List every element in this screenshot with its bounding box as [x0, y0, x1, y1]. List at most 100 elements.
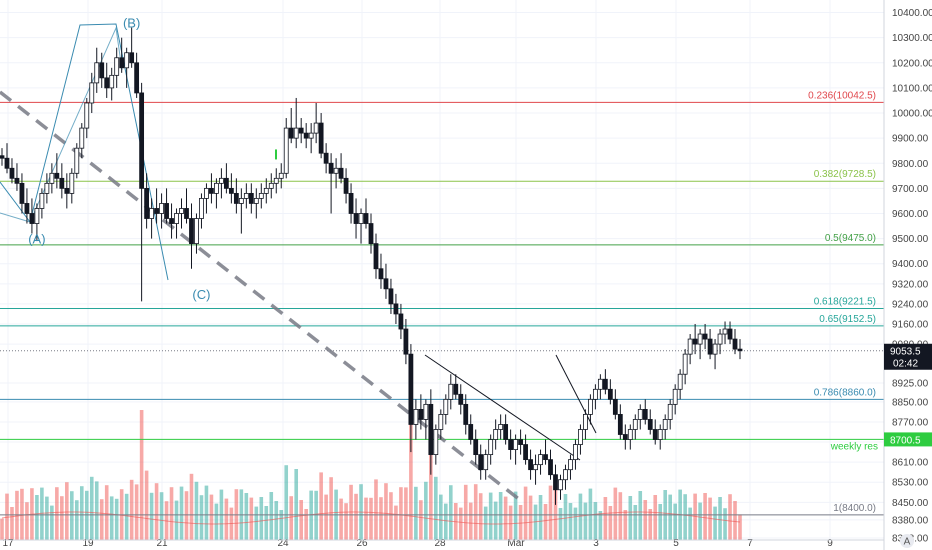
volume-bar: [79, 486, 84, 540]
candle-body: [194, 218, 199, 245]
volume-bar: [129, 479, 134, 540]
candle-body: [583, 414, 588, 430]
candle-body: [19, 182, 25, 204]
candle-body: [453, 383, 459, 395]
candle-body: [124, 52, 130, 69]
candle-body: [488, 439, 494, 456]
candle-body: [578, 429, 583, 445]
candle-body: [622, 434, 628, 440]
candle-body: [568, 459, 573, 471]
volume-bar: [513, 491, 518, 540]
candle-body: [129, 52, 135, 64]
fib-label: 0.786(8860.0): [814, 387, 876, 398]
candle-body: [548, 459, 553, 476]
candle-body: [657, 429, 663, 440]
candle-body: [233, 192, 239, 204]
candle-body: [473, 439, 479, 456]
volume-bar: [114, 498, 119, 540]
y-tick-label: 8770.00: [892, 417, 929, 428]
candle-body: [283, 127, 289, 174]
candle-body: [59, 177, 65, 189]
volume-bar: [199, 495, 204, 540]
candle-body: [637, 408, 643, 420]
volume-bar: [70, 491, 74, 540]
volume-bar: [184, 491, 189, 540]
x-tick-label: 9: [827, 538, 833, 549]
volume-bar: [429, 451, 433, 540]
candle-body: [24, 203, 30, 214]
volume-bar: [409, 418, 413, 540]
candle-body: [732, 338, 738, 350]
volume-bar: [84, 490, 89, 540]
volume-bar: [209, 494, 214, 540]
candle-body: [458, 393, 464, 405]
volume-bar: [364, 497, 368, 540]
candle-body: [308, 132, 314, 139]
candle-body: [288, 127, 294, 139]
volume-bar: [468, 502, 473, 540]
volume-bar: [244, 493, 249, 540]
volume-bar: [259, 497, 264, 540]
price-axis[interactable]: 10400.00 10300.00 10200.00 10100.00 10000.00…: [883, 0, 932, 550]
candle-body: [303, 132, 309, 139]
candle-body: [423, 403, 429, 420]
wave-line-2: [0, 26, 123, 223]
candle-body: [483, 454, 489, 471]
candle-body: [448, 383, 454, 400]
volume-bar: [374, 479, 378, 540]
candle-body: [563, 469, 568, 481]
volume-bar: [703, 493, 707, 540]
candle-body: [712, 343, 718, 355]
candle-body: [588, 398, 593, 415]
volume-bar: [139, 410, 144, 540]
volume-bar: [169, 487, 174, 540]
candle-body: [388, 288, 394, 305]
y-tick-label: 10000.00: [892, 109, 932, 120]
volume-bar: [404, 487, 408, 540]
x-tick-label: 19: [82, 538, 94, 549]
trendline-breakout: [555, 354, 597, 434]
y-tick-label: 8850.00: [892, 397, 929, 408]
volume-bar: [159, 492, 164, 540]
y-tick-label: 9320.00: [892, 279, 929, 290]
time-axis[interactable]: 17 19 21 24 26 28 Mar 3 5 7 9: [0, 538, 884, 549]
y-tick-label: 8450.00: [892, 498, 929, 509]
volume-bar: [124, 493, 129, 540]
volume-bar: [623, 510, 628, 540]
volume-bar: [254, 506, 259, 540]
candle-body: [592, 388, 598, 400]
y-tick-label: 9900.00: [892, 134, 929, 145]
candle-body: [94, 62, 100, 84]
candle-body: [692, 338, 698, 345]
wave-label: (C): [192, 287, 210, 302]
volume-bar: [568, 503, 573, 540]
volume-bar: [548, 485, 553, 540]
volume-bar: [493, 501, 498, 540]
y-tick-label: 10400.00: [892, 8, 932, 19]
candle-body: [4, 157, 10, 169]
candle-body: [538, 454, 543, 466]
volume-bar: [503, 496, 508, 540]
y-tick-label: 9800.00: [892, 159, 929, 170]
volume-bar: [339, 498, 343, 540]
volume-bar: [279, 510, 284, 540]
candle-body: [174, 213, 179, 224]
y-tick-label: 9240.00: [892, 299, 929, 310]
candle-body: [268, 182, 274, 189]
fib-label: 0.65(9152.5): [819, 314, 876, 325]
volume-bar: [583, 502, 588, 540]
candle-body: [682, 353, 688, 375]
volume-bar: [573, 507, 578, 540]
candle-body: [393, 303, 399, 315]
volume-bar: [289, 496, 294, 540]
volume-bar: [528, 495, 533, 540]
y-tick-label: 9600.00: [892, 209, 929, 220]
volume-bar: [439, 494, 443, 540]
resistance-label: weekly res: [830, 441, 878, 452]
volume-bar: [443, 503, 448, 540]
volume-bar: [50, 505, 54, 540]
dashed-trendline: [0, 90, 522, 502]
candle-body: [348, 192, 354, 214]
candle-body: [358, 213, 364, 224]
volume-bar: [204, 485, 209, 540]
